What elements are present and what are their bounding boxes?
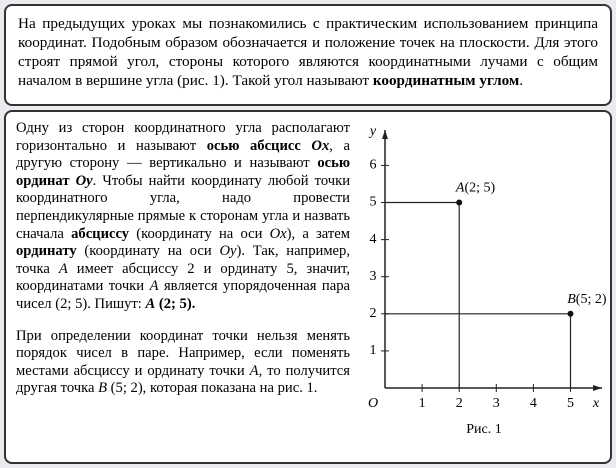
- text-run: ). Так, например, точка: [16, 243, 350, 277]
- text-run: ординату: [16, 243, 77, 260]
- text-run: осью абсцисс: [206, 137, 312, 154]
- x-tick-label: 5: [567, 396, 574, 411]
- x-tick-label: 1: [419, 396, 426, 411]
- x-tick-label: 3: [493, 396, 500, 411]
- text-run: Oy: [219, 243, 237, 260]
- point: [456, 199, 463, 206]
- origin-label: O: [368, 396, 378, 411]
- text-run: . Чтобы найти координату любой точки коо…: [16, 172, 351, 242]
- point-coords: (2; 5): [464, 181, 495, 196]
- y-arrow: [382, 130, 388, 139]
- text-run: является упорядоченная пара чисел (2; 5)…: [16, 278, 350, 312]
- text-run: (2; 5).: [155, 295, 196, 312]
- y-tick-label: 5: [370, 195, 377, 210]
- text-run: На предыдущих уроках мы познакомились с …: [18, 15, 598, 89]
- y-label: y: [368, 124, 377, 139]
- point-label: A(2; 5): [455, 181, 496, 196]
- text-run: A: [58, 260, 68, 277]
- point-name: A: [455, 181, 465, 196]
- text-run: Одну из сторон координатного угла распол…: [16, 120, 350, 154]
- text-run: (координату на оси: [129, 225, 270, 242]
- text-run: (5; 2), которая показана на рис. 1.: [107, 380, 318, 397]
- text-run: ), а затем: [286, 225, 350, 242]
- text-run: , то получится другая точка: [16, 362, 350, 397]
- x-tick-label: 4: [530, 396, 537, 411]
- y-tick-label: 3: [370, 269, 377, 284]
- text-run: A: [149, 278, 159, 295]
- text-run: B: [98, 380, 108, 397]
- y-tick-label: 2: [370, 306, 377, 321]
- text-run: абсциссу: [71, 225, 130, 242]
- text-run: A: [145, 295, 156, 312]
- point: [567, 310, 574, 317]
- paragraph: При определении координат точки нельзя м…: [16, 328, 350, 398]
- text-run: Ox: [311, 137, 330, 154]
- figure: x y O 1 2 3 4 5 1 2 3 4 5 6 A(2; 5) B(5; 2) Рис. 1: [368, 124, 607, 437]
- point-name: B: [567, 292, 576, 307]
- text-run: При определении координат точки нельзя м…: [16, 327, 350, 379]
- text-run: A: [249, 362, 259, 379]
- y-tick-label: 4: [370, 232, 377, 247]
- text-run: координатным углом: [372, 72, 520, 89]
- y-tick-label: 6: [370, 158, 377, 173]
- text-run: Ox: [269, 225, 287, 242]
- text-run: (координату на оси: [76, 243, 220, 260]
- caption: Рис. 1: [466, 422, 502, 437]
- x-label: x: [592, 396, 600, 411]
- text-run: Oy: [75, 172, 93, 189]
- text-run: .: [519, 72, 524, 89]
- point-label: B(5; 2): [567, 292, 607, 307]
- main-box: Одну из сторон координатного угла распол…: [4, 110, 612, 464]
- paragraph: Одну из сторон координатного угла распол…: [16, 120, 350, 314]
- x-tick-label: 2: [456, 396, 463, 411]
- intro-text: На предыдущих уроках мы познакомились с …: [18, 14, 598, 90]
- point-coords: (5; 2): [576, 292, 607, 307]
- intro-box: На предыдущих уроках мы познакомились с …: [4, 4, 612, 106]
- text-run: имеет абсциссу 2 и ординату 5, значит, к…: [16, 260, 350, 295]
- text-run: , а другую сторону — вертикально и назыв…: [16, 137, 350, 172]
- x-arrow: [593, 385, 602, 391]
- text-column: Одну из сторон координатного угла распол…: [16, 120, 350, 412]
- y-tick-label: 1: [370, 343, 377, 358]
- text-run: осью ординат: [16, 155, 350, 189]
